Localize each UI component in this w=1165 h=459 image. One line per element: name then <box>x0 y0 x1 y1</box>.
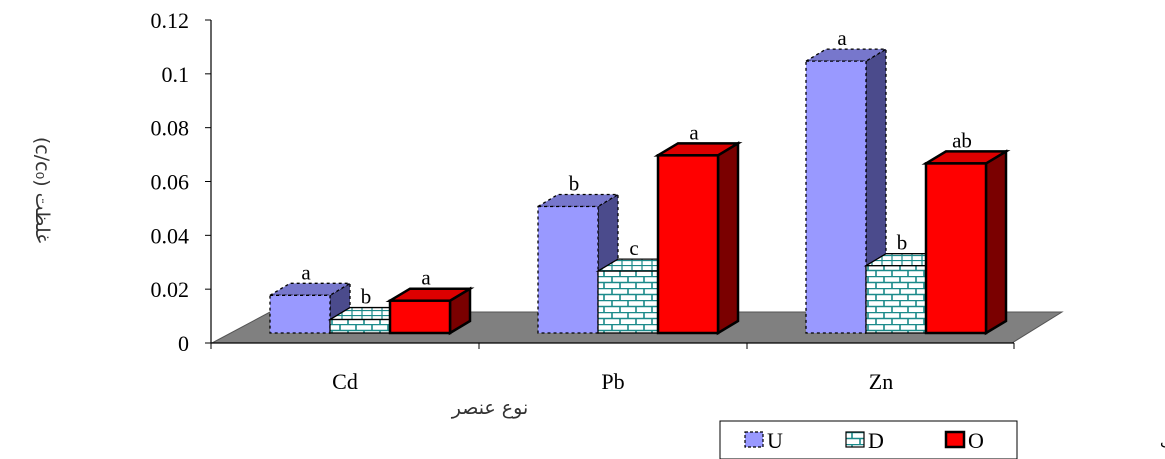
bar-front-face <box>388 299 452 335</box>
x-category-label: Cd <box>332 369 358 394</box>
y-tick-label: 0.08 <box>151 116 190 141</box>
data-label: a <box>301 260 311 284</box>
legend-title: تیمارهای خاک <box>1160 433 1165 451</box>
bar-zn-o <box>921 149 1011 336</box>
bar-side-face <box>984 149 1008 336</box>
bar-front-face <box>656 154 720 335</box>
y-tick-label: 0.02 <box>151 277 190 302</box>
x-category-label: Zn <box>869 369 893 394</box>
data-label: a <box>421 266 431 290</box>
data-label: b <box>361 285 372 309</box>
data-label: a <box>837 26 847 50</box>
y-tick-label: 0.06 <box>151 170 190 195</box>
data-label: ab <box>952 128 972 152</box>
bar-front-face <box>597 270 659 334</box>
y-tick-label: 0 <box>178 331 189 356</box>
legend-label-u: U <box>767 428 783 453</box>
bar-front-face <box>865 265 927 334</box>
legend-label-o: O <box>968 428 984 453</box>
bar-front-face <box>329 318 391 334</box>
bar-side-face <box>716 141 740 336</box>
bar-cd-o <box>385 286 475 336</box>
y-tick-label: 0.04 <box>151 223 190 248</box>
y-axis-title: غلظت (c/c₀) <box>31 137 53 243</box>
bar-pb-o <box>653 141 743 336</box>
bar-front-face <box>269 294 331 334</box>
bar-front-face <box>537 205 599 334</box>
data-label: b <box>897 231 908 255</box>
data-label: a <box>689 120 699 144</box>
legend-box <box>719 420 1018 459</box>
legend-swatch-o <box>944 430 966 449</box>
data-label: b <box>569 171 580 195</box>
bar-front-face <box>924 162 988 335</box>
y-tick-label: 0.12 <box>151 8 190 33</box>
data-label: c <box>629 236 638 260</box>
x-category-label: Pb <box>601 369 624 394</box>
y-tick-label: 0.1 <box>162 62 190 87</box>
legend-swatch-d <box>845 431 865 448</box>
x-axis-title: نوع عنصر <box>451 397 529 419</box>
legend-swatch-u <box>744 431 764 448</box>
legend-label-d: D <box>868 428 884 453</box>
bar-front-face <box>805 60 867 334</box>
